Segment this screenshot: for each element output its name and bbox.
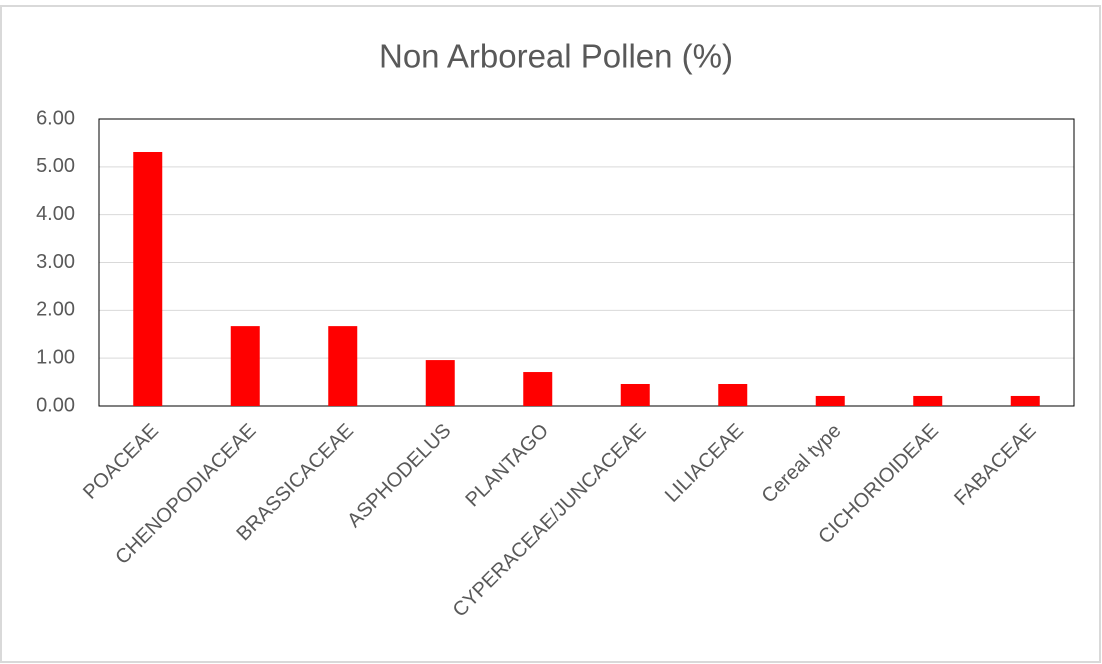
bar — [133, 152, 163, 406]
y-tick-label: 3.00 — [36, 251, 75, 273]
plot-frame — [98, 118, 1075, 407]
y-tick-label: 6.00 — [36, 107, 75, 129]
bar — [328, 326, 358, 406]
bar — [1010, 395, 1040, 406]
bar — [523, 372, 553, 406]
bar — [425, 360, 455, 406]
y-tick-label: 4.00 — [36, 203, 75, 225]
bar — [620, 383, 650, 406]
y-tick-label: 2.00 — [36, 299, 75, 321]
y-tick-label: 0.00 — [36, 394, 75, 416]
bar — [815, 395, 845, 406]
chart-border — [0, 5, 1101, 663]
bar — [913, 395, 943, 406]
bar — [718, 383, 748, 406]
y-tick-label: 5.00 — [36, 155, 75, 177]
chart-title: Non Arboreal Pollen (%) — [379, 38, 733, 75]
y-tick-label: 1.00 — [36, 346, 75, 368]
bar — [230, 326, 260, 406]
